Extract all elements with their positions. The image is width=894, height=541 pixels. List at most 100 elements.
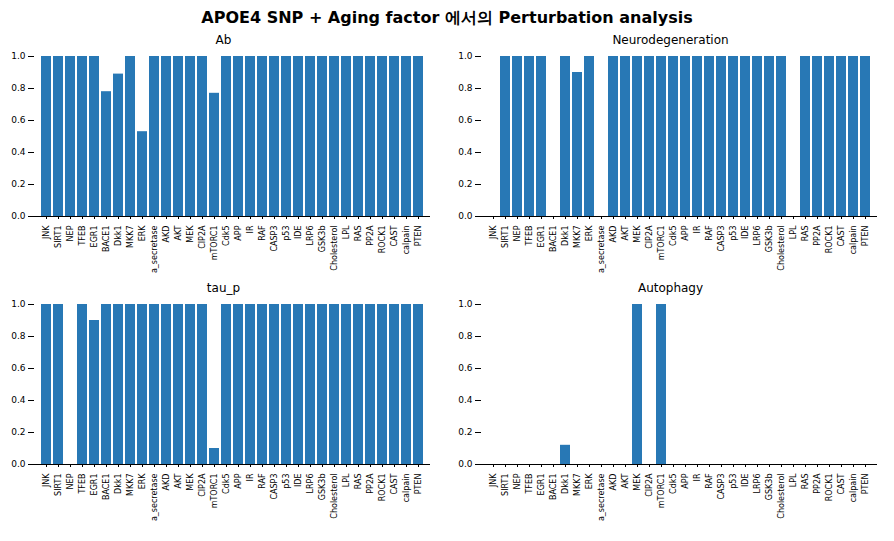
svg-text:LPL: LPL [789,225,798,239]
svg-text:TFEB: TFEB [78,474,87,495]
svg-text:LRP6: LRP6 [306,226,315,246]
svg-text:AKT: AKT [621,225,630,240]
svg-text:RAF: RAF [705,473,714,489]
svg-text:0.2: 0.2 [11,179,25,189]
svg-text:AKT: AKT [174,225,183,240]
svg-text:IR: IR [246,473,255,481]
svg-text:IDE: IDE [294,474,303,488]
svg-text:0.8: 0.8 [11,331,26,341]
svg-text:RAF: RAF [705,225,714,241]
svg-text:0.4: 0.4 [11,395,26,405]
svg-text:TFEB: TFEB [525,226,534,247]
svg-text:CASP3: CASP3 [717,226,726,252]
svg-text:RAS: RAS [354,474,363,490]
svg-text:Cholesterol: Cholesterol [777,474,786,519]
svg-text:Dkk1: Dkk1 [114,226,123,247]
svg-text:0.0: 0.0 [11,459,26,469]
svg-text:LRP6: LRP6 [753,226,762,246]
svg-text:PP2A: PP2A [366,225,375,246]
svg-text:BACE1: BACE1 [102,226,111,253]
svg-text:AKD: AKD [162,226,171,243]
svg-text:Cdk5: Cdk5 [222,474,231,494]
svg-text:JNK: JNK [489,473,498,488]
svg-text:CAST: CAST [837,473,846,494]
svg-text:ERK: ERK [585,225,594,242]
svg-text:ERK: ERK [138,473,147,490]
svg-text:ERK: ERK [585,473,594,490]
svg-text:1.0: 1.0 [11,299,26,309]
svg-text:LPL: LPL [789,473,798,487]
svg-text:0.0: 0.0 [11,211,26,221]
svg-text:CAST: CAST [390,225,399,246]
svg-text:calpain: calpain [402,474,411,503]
svg-text:CASP3: CASP3 [270,226,279,252]
svg-text:BACE1: BACE1 [102,474,111,501]
svg-text:GSK3b: GSK3b [318,474,327,501]
svg-text:CIP2A: CIP2A [645,473,654,497]
svg-text:CAST: CAST [837,225,846,246]
svg-text:0.4: 0.4 [11,147,26,157]
svg-text:a_secretase: a_secretase [150,473,159,521]
svg-text:0.8: 0.8 [11,83,26,93]
svg-text:CAST: CAST [390,473,399,494]
svg-text:0.6: 0.6 [11,363,26,373]
svg-text:EGR1: EGR1 [537,474,546,496]
svg-text:CASP3: CASP3 [717,474,726,500]
svg-text:EGR1: EGR1 [90,474,99,496]
svg-text:PTEN: PTEN [861,225,870,246]
svg-text:IR: IR [246,225,255,233]
svg-text:Cdk5: Cdk5 [669,474,678,494]
svg-text:CIP2A: CIP2A [645,225,654,249]
svg-text:MEK: MEK [186,473,195,491]
svg-text:JNK: JNK [489,225,498,240]
svg-text:JNK: JNK [42,473,51,488]
svg-text:LRP6: LRP6 [753,474,762,494]
svg-text:CASP3: CASP3 [270,474,279,500]
svg-text:MKK7: MKK7 [126,474,135,496]
svg-text:MEK: MEK [633,225,642,243]
svg-text:0.6: 0.6 [458,115,473,125]
svg-text:IR: IR [693,473,702,481]
svg-text:Cdk5: Cdk5 [222,226,231,246]
svg-text:EGR1: EGR1 [537,226,546,248]
svg-text:ROCK1: ROCK1 [378,474,387,502]
svg-text:NEP: NEP [513,225,522,241]
svg-text:PP2A: PP2A [813,225,822,246]
svg-text:CIP2A: CIP2A [198,473,207,497]
svg-text:1.0: 1.0 [11,51,26,61]
svg-text:IDE: IDE [741,474,750,488]
svg-text:PP2A: PP2A [366,473,375,494]
svg-text:JNK: JNK [42,225,51,240]
svg-text:MKK7: MKK7 [126,226,135,248]
svg-text:Dkk1: Dkk1 [561,474,570,495]
svg-text:a_secretase: a_secretase [150,225,159,273]
svg-text:LPL: LPL [342,473,351,487]
svg-text:RAF: RAF [258,473,267,489]
svg-text:a_secretase: a_secretase [597,225,606,273]
svg-text:IDE: IDE [294,226,303,240]
svg-text:BACE1: BACE1 [549,226,558,253]
svg-text:1.0: 1.0 [458,299,473,309]
svg-text:ROCK1: ROCK1 [825,226,834,254]
svg-text:0.0: 0.0 [458,211,473,221]
svg-text:APP: APP [234,225,243,240]
svg-text:TFEB: TFEB [78,226,87,247]
svg-text:RAF: RAF [258,225,267,241]
svg-text:mTORC1: mTORC1 [210,226,219,261]
svg-text:p53: p53 [282,474,291,489]
svg-text:CIP2A: CIP2A [198,225,207,249]
svg-text:AKT: AKT [174,473,183,488]
svg-text:ROCK1: ROCK1 [825,474,834,502]
svg-text:LPL: LPL [342,225,351,239]
svg-text:0.2: 0.2 [458,427,472,437]
svg-text:p53: p53 [729,474,738,489]
svg-text:mTORC1: mTORC1 [657,226,666,261]
svg-text:MKK7: MKK7 [573,226,582,248]
svg-text:PP2A: PP2A [813,473,822,494]
svg-text:RAS: RAS [801,474,810,490]
svg-text:mTORC1: mTORC1 [210,474,219,509]
svg-text:0.6: 0.6 [458,363,473,373]
svg-text:Cholesterol: Cholesterol [777,226,786,271]
svg-text:SIRT1: SIRT1 [54,226,63,248]
svg-text:NEP: NEP [66,225,75,241]
